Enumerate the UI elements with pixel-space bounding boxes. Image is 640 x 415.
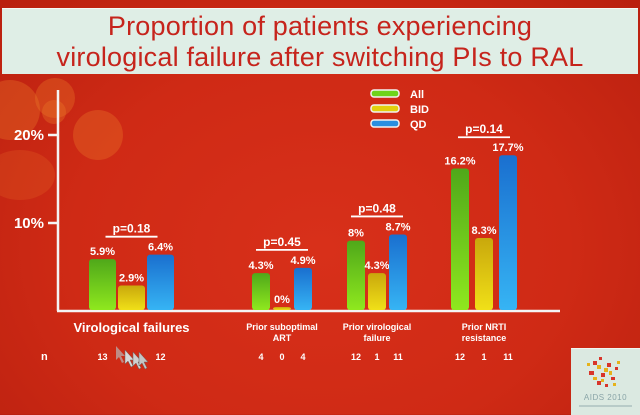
category-label: Virological failures — [73, 320, 189, 335]
bar-qd — [294, 267, 312, 310]
decor-bubble — [35, 78, 75, 118]
legend-label-qd: QD — [410, 119, 427, 131]
aids-2010-logo-icon — [587, 357, 620, 387]
p-value: p=0.48 — [358, 201, 396, 215]
n-value: 1 — [374, 352, 379, 362]
logo-subtitle — [579, 405, 632, 407]
n-value: 12 — [155, 352, 165, 362]
decor-bubble — [0, 150, 55, 200]
data-label: 8.7% — [385, 221, 410, 233]
bar-qd — [389, 234, 407, 310]
category-label-line2: failure — [363, 333, 390, 343]
n-value: 4 — [300, 352, 305, 362]
data-label: 4.9% — [290, 255, 315, 267]
bar-bid — [273, 307, 291, 310]
n-value: 0 — [279, 352, 284, 362]
category-label: Prior NRTI — [462, 322, 507, 332]
title-banner: Proportion of patients experiencing viro… — [2, 8, 638, 74]
category-label: Prior suboptimal — [246, 322, 318, 332]
data-label: 4.3% — [248, 260, 273, 272]
data-label: 4.3% — [364, 260, 389, 272]
category-label-line2: resistance — [462, 333, 507, 343]
bar-qd — [147, 254, 174, 310]
bar-bid — [475, 237, 493, 310]
n-value: 13 — [97, 352, 107, 362]
bar-all — [89, 259, 116, 310]
y-tick-label: 10% — [14, 215, 44, 232]
title-line-2: virological failure after switching PIs … — [56, 41, 584, 72]
logo-text: AIDS 2010 — [583, 393, 628, 402]
data-label: 17.7% — [492, 142, 523, 154]
bar-bid — [368, 273, 386, 310]
bar-qd — [499, 155, 517, 310]
mouse-cursor-icon — [116, 346, 149, 370]
n-value: 12 — [455, 352, 465, 362]
n-value: 11 — [393, 352, 403, 362]
p-value: p=0.45 — [263, 235, 301, 249]
n-value: 12 — [351, 352, 361, 362]
decor-bubble — [73, 110, 123, 160]
data-label: 8% — [348, 228, 364, 240]
legend-swatch-bid — [370, 104, 400, 113]
bar-bid — [118, 285, 145, 310]
category-label-line2: ART — [273, 333, 292, 343]
category-label: Prior virological — [343, 322, 412, 332]
legend-swatch-all — [370, 89, 400, 98]
bar-all — [451, 168, 469, 310]
n-value: 1 — [481, 352, 486, 362]
data-label: 5.9% — [90, 246, 115, 258]
n-label: n — [41, 351, 48, 363]
n-value: 11 — [503, 352, 513, 362]
y-tick-label: 20% — [14, 127, 44, 144]
data-label: 2.9% — [119, 272, 144, 284]
bar-all — [347, 240, 365, 310]
data-label: 0% — [274, 294, 290, 306]
data-label: 6.4% — [148, 242, 173, 254]
data-label: 8.3% — [471, 225, 496, 237]
n-value: 4 — [258, 352, 263, 362]
legend-label-bid: BID — [410, 104, 429, 116]
legend-swatch-qd — [370, 119, 400, 128]
p-value: p=0.14 — [465, 122, 503, 136]
data-label: 16.2% — [444, 155, 475, 167]
aids-2010-logo: AIDS 2010 — [571, 348, 640, 415]
decor-bubble — [42, 100, 66, 124]
legend-label-all: All — [410, 89, 424, 101]
p-value: p=0.18 — [113, 222, 151, 236]
title-line-1: Proportion of patients experiencing — [107, 10, 533, 41]
bar-all — [252, 273, 270, 310]
